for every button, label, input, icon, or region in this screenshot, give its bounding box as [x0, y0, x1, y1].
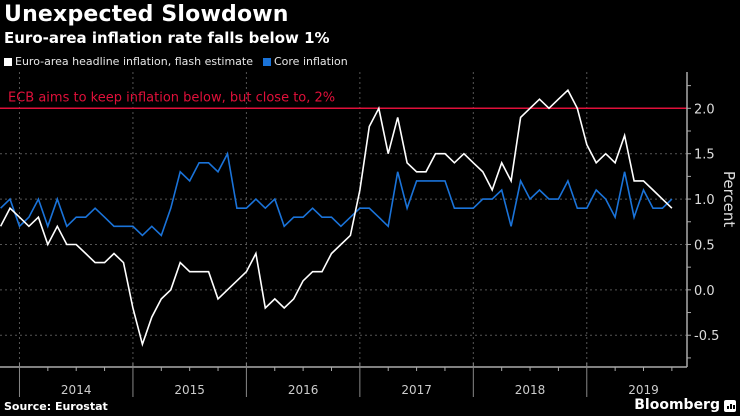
axes [0, 72, 691, 397]
target-annotation: ECB aims to keep inflation below, but cl… [8, 90, 335, 105]
y-tick-label: 0.5 [694, 238, 715, 253]
series-points [0, 90, 672, 345]
bloomberg-chart-icon [724, 400, 736, 412]
y-axis-title: Percent [720, 171, 738, 228]
brand-logo: Bloomberg [634, 397, 720, 413]
x-year-label: 2017 [401, 383, 432, 397]
y-tick-label: 2.0 [694, 102, 715, 117]
legend-item-headline: Euro-area headline inflation, flash esti… [4, 55, 253, 68]
legend-swatch-core [262, 57, 271, 66]
legend-item-core: Core inflation [262, 55, 348, 68]
legend-label-core: Core inflation [273, 55, 348, 68]
legend: Euro-area headline inflation, flash esti… [4, 55, 348, 68]
y-tick-label: 1.5 [694, 148, 715, 163]
x-year-label: 2018 [515, 383, 546, 397]
x-year-label: 2014 [61, 383, 92, 397]
source-note: Source: Eurostat [4, 400, 108, 413]
legend-label-headline: Euro-area headline inflation, flash esti… [15, 55, 253, 68]
y-tick-labels: -0.5 0.0 0.5 1.0 1.5 2.0 [694, 102, 719, 344]
x-year-labels: 2014 2015 2016 2017 2018 2019 [61, 383, 659, 397]
y-tick-label: -0.5 [694, 329, 719, 344]
series-line-core [0, 151, 673, 237]
chart-subtitle: Euro-area inflation rate falls below 1% [4, 29, 330, 47]
chart-title: Unexpected Slowdown [4, 2, 289, 27]
grid [0, 72, 687, 367]
y-tick-label: 1.0 [694, 193, 715, 208]
x-year-label: 2016 [288, 383, 319, 397]
x-year-label: 2019 [628, 383, 659, 397]
x-year-label: 2015 [174, 383, 205, 397]
series-line-headline [0, 88, 673, 348]
y-tick-label: 0.0 [694, 284, 715, 299]
series-lines [0, 88, 673, 348]
legend-swatch-headline [4, 57, 12, 66]
target-line-group: ECB aims to keep inflation below, but cl… [0, 90, 687, 110]
